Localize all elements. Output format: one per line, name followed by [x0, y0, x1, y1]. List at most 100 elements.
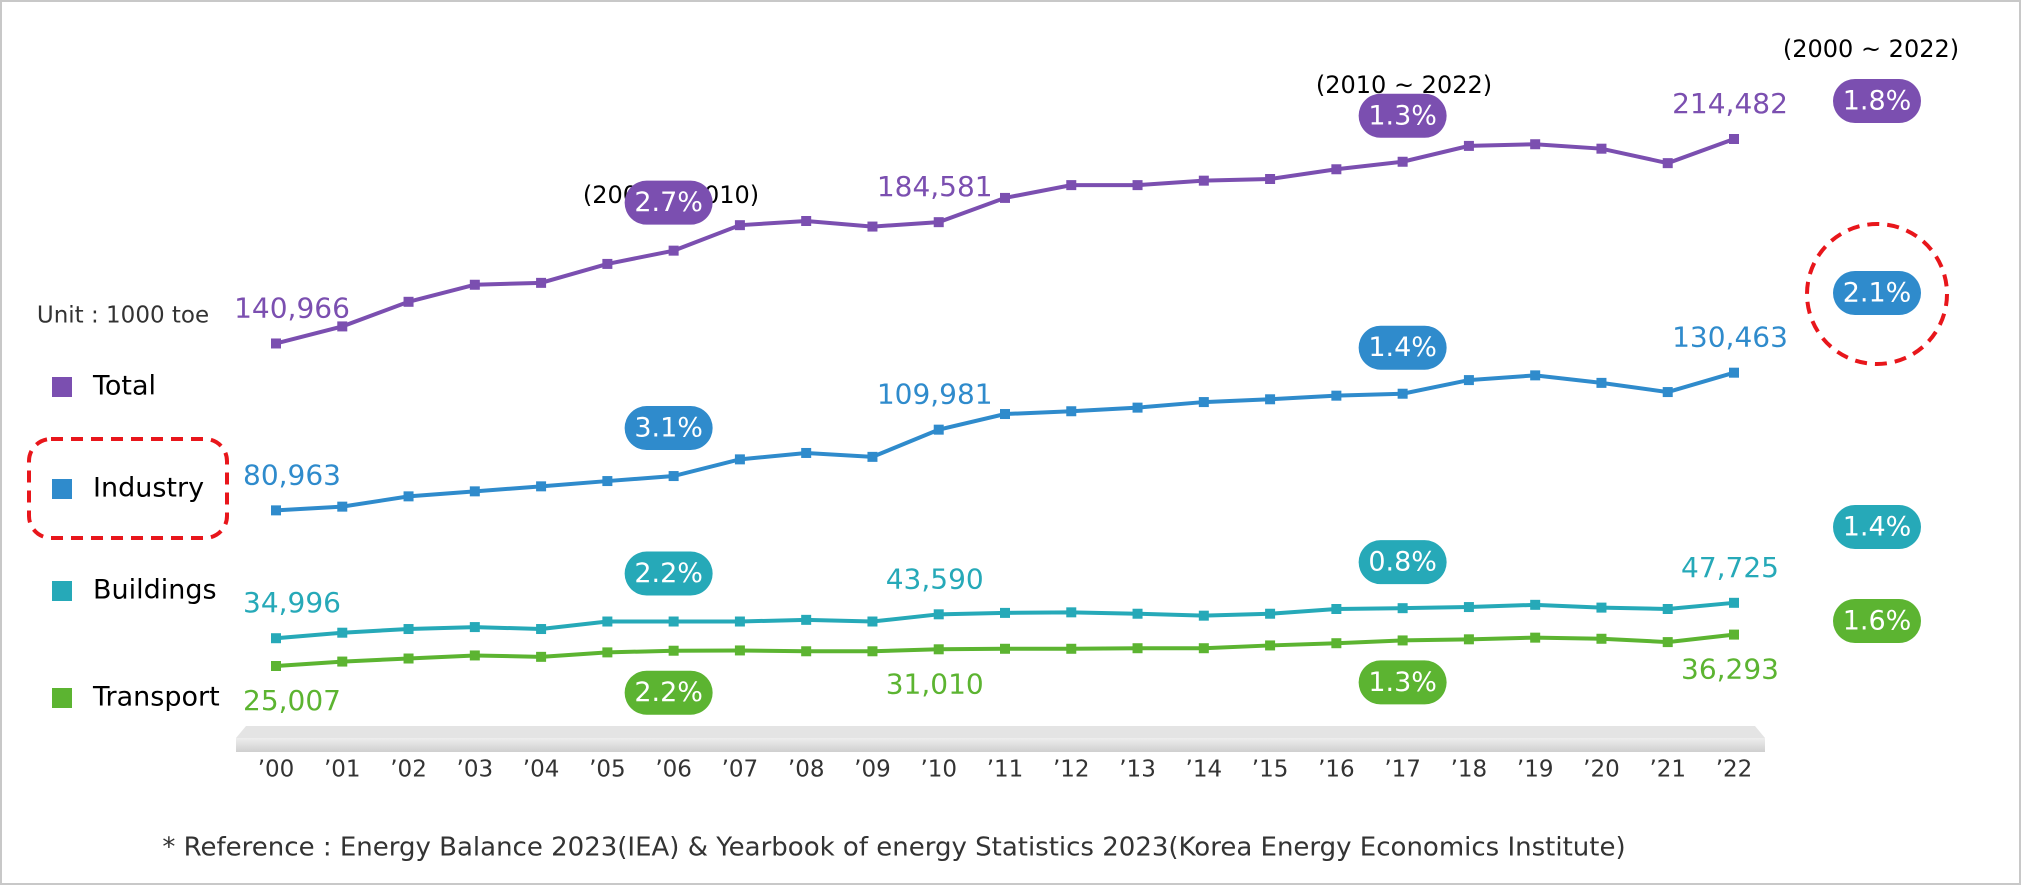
marker: [271, 633, 281, 644]
marker: [536, 481, 547, 492]
legend-label: Transport: [92, 682, 220, 713]
growth-pill: [624, 406, 713, 451]
x-tick-label: ’18: [1451, 757, 1488, 783]
data-label: 36,293: [1681, 653, 1779, 686]
legend-swatch: [52, 377, 72, 397]
x-tick-label: ’01: [324, 757, 361, 783]
marker: [271, 505, 281, 516]
marker: [1198, 175, 1209, 186]
data-label: 184,581: [877, 170, 993, 203]
marker: [271, 338, 281, 349]
growth-pill: [1358, 93, 1447, 138]
marker: [602, 647, 613, 658]
marker: [536, 277, 547, 288]
marker: [1729, 597, 1739, 608]
marker: [734, 616, 745, 627]
growth-label: 2.7%: [634, 187, 703, 218]
marker: [668, 616, 679, 627]
growth-pill: [1358, 325, 1447, 370]
marker: [469, 279, 480, 290]
marker: [1397, 156, 1408, 167]
marker: [734, 220, 745, 231]
marker: [602, 616, 613, 627]
marker: [933, 424, 944, 435]
data-label: 80,963: [243, 458, 341, 491]
x-tick-label: ’12: [1053, 757, 1090, 783]
marker: [1463, 634, 1474, 645]
x-tick-label: ’08: [788, 757, 825, 783]
marker: [337, 501, 348, 512]
data-label: 25,007: [243, 684, 341, 717]
data-label: 130,463: [1672, 321, 1788, 354]
x-tick-label: ’14: [1186, 757, 1223, 783]
marker: [1066, 607, 1077, 618]
x-tick-label: ’03: [457, 757, 494, 783]
marker: [1397, 635, 1408, 646]
x-tick-label: ’17: [1384, 757, 1421, 783]
legend-swatch: [52, 688, 72, 708]
marker: [801, 216, 812, 227]
data-label: 43,590: [886, 562, 984, 595]
marker: [1530, 599, 1541, 610]
x-tick-label: ’21: [1649, 757, 1686, 783]
legend-swatch: [52, 479, 72, 499]
growth-label: 1.4%: [1368, 332, 1437, 363]
marker: [1662, 387, 1673, 398]
x-tick-label: ’06: [655, 757, 692, 783]
marker: [1331, 604, 1342, 615]
marker: [469, 622, 480, 633]
growth-label: 2.2%: [634, 558, 703, 589]
legend-label: Total: [92, 371, 156, 402]
marker: [1265, 394, 1276, 405]
marker: [1331, 638, 1342, 649]
marker: [403, 491, 414, 502]
marker: [801, 646, 812, 657]
data-label: 214,482: [1672, 87, 1788, 120]
marker: [668, 645, 679, 656]
growth-label: 2.1%: [1843, 278, 1912, 309]
base-bar-top: [236, 726, 1765, 738]
growth-label: 2.2%: [634, 677, 703, 708]
marker: [668, 245, 679, 256]
x-tick-label: ’04: [523, 757, 560, 783]
legend-label: Buildings: [93, 575, 217, 606]
marker: [1198, 643, 1209, 654]
growth-pill: [1358, 540, 1447, 585]
marker: [933, 217, 944, 228]
marker: [1463, 375, 1474, 386]
marker: [403, 653, 414, 664]
marker: [1000, 607, 1010, 618]
marker: [1132, 402, 1143, 413]
marker: [1000, 409, 1010, 420]
marker: [1066, 180, 1077, 191]
growth-label: 0.8%: [1368, 547, 1437, 578]
x-tick-label: ’00: [258, 757, 295, 783]
x-tick-label: ’19: [1517, 757, 1554, 783]
marker: [536, 624, 547, 635]
marker: [1265, 640, 1276, 651]
marker: [1530, 370, 1541, 381]
marker: [1397, 603, 1408, 614]
marker: [536, 651, 547, 662]
growth-label: 3.1%: [634, 413, 703, 444]
data-label: 109,981: [877, 378, 993, 411]
reference-note: * Reference : Energy Balance 2023(IEA) &…: [162, 833, 1625, 863]
marker: [801, 614, 812, 625]
marker: [1596, 377, 1607, 388]
x-tick-label: ’09: [854, 757, 891, 783]
marker: [1132, 643, 1143, 654]
marker: [1331, 164, 1342, 175]
marker: [1397, 388, 1408, 399]
growth-label: 1.4%: [1843, 512, 1912, 543]
legend-label: Industry: [93, 473, 204, 504]
legend-swatch: [52, 581, 72, 601]
growth-pill: [624, 670, 713, 715]
marker: [602, 476, 613, 487]
x-tick-label: ’20: [1583, 757, 1620, 783]
marker: [867, 646, 878, 657]
marker: [734, 454, 745, 465]
marker: [1265, 174, 1276, 185]
x-tick-label: ’22: [1716, 757, 1753, 783]
marker: [469, 650, 480, 661]
